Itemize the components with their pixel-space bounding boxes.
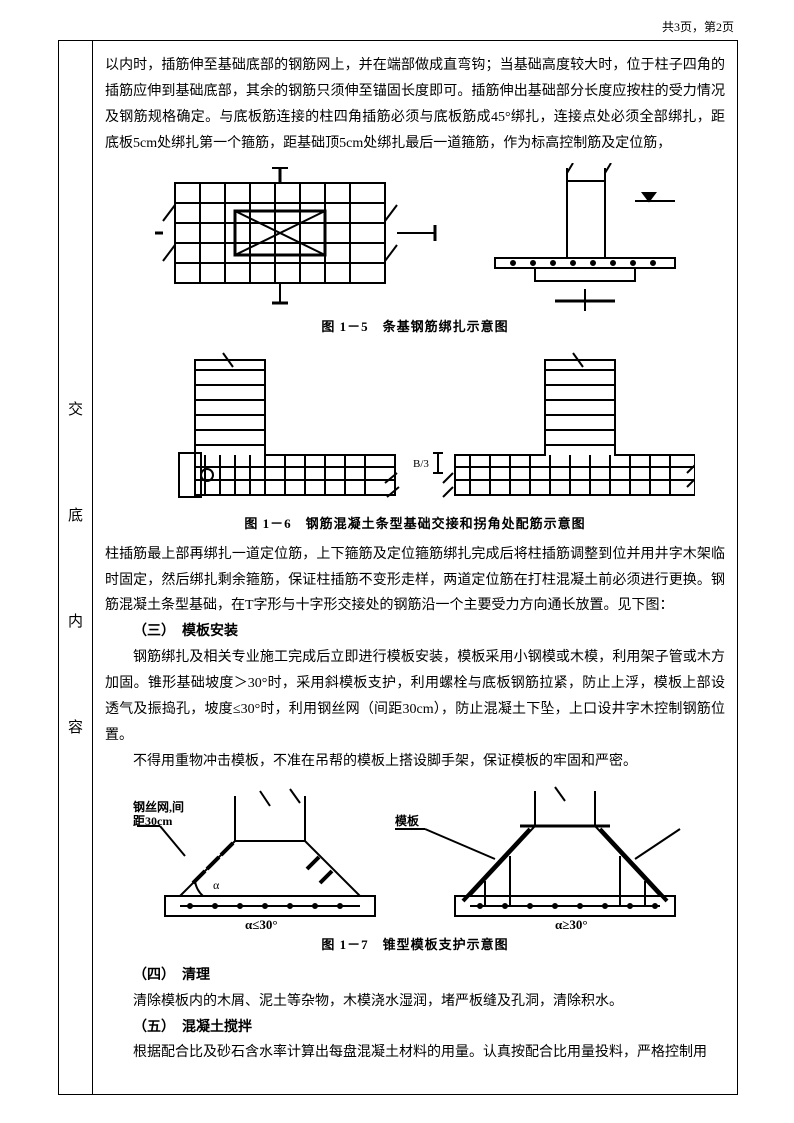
svg-text:B/3: B/3 [413,458,429,470]
svg-text:距30cm: 距30cm [133,814,172,828]
paragraph-1: 以内时，插筋伸至基础底部的钢筋网上，并在端部做成直弯钩；当基础高度较大时，位于柱… [105,53,725,157]
paragraph-5: 根据配合比及砂石含水率计算出每盘混凝土材料的用量。认真按配合比用量投料，严格控制… [105,1040,725,1066]
svg-text:α: α [213,878,220,892]
paragraph-4: 清除模板内的木屑、泥土等杂物，木模浇水湿润，堵严板缝及孔洞，清除积水。 [105,989,725,1015]
page-number: 共3页，第2页 [662,18,734,35]
section-3-title: （三） 模板安装 [105,619,725,645]
sidebar-char: 容 [68,716,83,737]
section-4-title: （四） 清理 [105,963,725,989]
svg-text:模板: 模板 [395,813,420,828]
paragraph-2: 柱插筋最上部再绑扎一道定位筋，上下箍筋及定位箍筋绑扎完成后将柱插筋调整到位并用井… [105,542,725,620]
sidebar-char: 底 [68,504,83,525]
sidebar-label: 交 底 内 容 [59,41,93,1094]
paragraph-3a: 钢筋绑扎及相关专业施工完成后立即进行模板安装，模板采用小钢模或木模，利用架子管或… [105,645,725,749]
figure-1-7: 钢丝网,间 距30cm α α≤30° 模板 α≥30° [105,781,725,931]
sidebar-char: 交 [68,398,83,419]
sidebar-char: 内 [68,610,83,631]
svg-text:α≤30°: α≤30° [245,917,278,931]
caption-1-5: 图 1－5 条基钢筋绑扎示意图 [105,315,725,339]
caption-1-6: 图 1－6 钢筋混凝土条型基础交接和拐角处配筋示意图 [105,512,725,536]
content-frame: 交 底 内 容 以内时，插筋伸至基础底部的钢筋网上，并在端部做成直弯钩；当基础高… [58,40,738,1095]
svg-text:α≥30°: α≥30° [555,917,588,931]
svg-text:钢丝网,间: 钢丝网,间 [133,799,184,814]
figure-1-6: B/3 [105,345,725,510]
paragraph-3b: 不得用重物冲击模板，不准在吊帮的模板上搭设脚手架，保证模板的牢固和严密。 [105,749,725,775]
caption-1-7: 图 1－7 锥型模板支护示意图 [105,933,725,957]
section-5-title: （五） 混凝土搅拌 [105,1015,725,1041]
main-content: 以内时，插筋伸至基础底部的钢筋网上，并在端部做成直弯钩；当基础高度较大时，位于柱… [93,41,737,1094]
figure-1-5 [105,163,725,313]
